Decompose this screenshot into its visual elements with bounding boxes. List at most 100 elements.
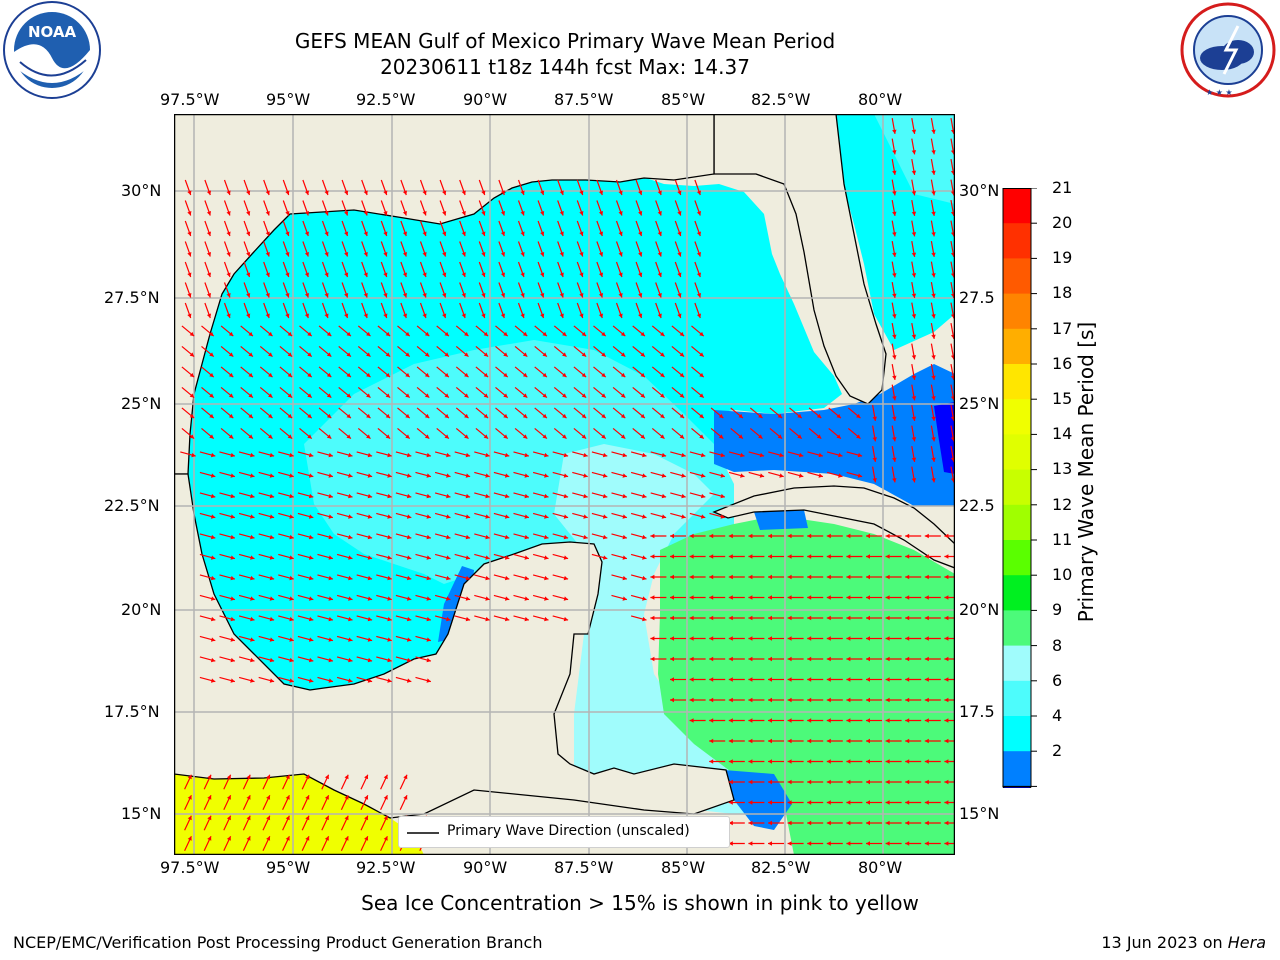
wave-arrow-head bbox=[363, 313, 368, 318]
wave-arrow-head bbox=[911, 457, 917, 462]
wave-arrow-head bbox=[911, 478, 917, 483]
wave-arrow-head bbox=[681, 452, 686, 458]
wave-arrow-head bbox=[308, 637, 314, 642]
wave-arrow-head bbox=[661, 473, 667, 478]
wave-arrow-head bbox=[504, 596, 510, 601]
wave-arrow-head bbox=[892, 375, 897, 380]
wave-arrow-head bbox=[206, 313, 211, 318]
wave-arrow-head bbox=[944, 779, 949, 785]
wave-arrow-head bbox=[681, 473, 686, 478]
wave-arrow-head bbox=[367, 637, 373, 642]
wave-arrow-head bbox=[911, 211, 917, 216]
wave-arrow-head bbox=[544, 514, 549, 519]
wave-arrow-head bbox=[885, 595, 890, 600]
colorbar-segment bbox=[1003, 223, 1031, 259]
wave-arrow-head bbox=[836, 413, 841, 419]
wave-arrow-head bbox=[305, 774, 310, 780]
wave-arrow-head bbox=[787, 554, 792, 559]
wave-arrow-head bbox=[387, 678, 392, 683]
wave-arrow-head bbox=[826, 595, 831, 600]
wave-arrow-head bbox=[699, 331, 704, 337]
wave-arrow-head bbox=[250, 575, 255, 581]
wave-arrow-head bbox=[709, 738, 714, 744]
wave-arrow-head bbox=[807, 656, 812, 662]
wave-arrow-head bbox=[540, 211, 545, 216]
wave-arrow-head bbox=[931, 355, 936, 360]
wave-arrow-head bbox=[210, 473, 216, 478]
wave-arrow-head bbox=[689, 718, 694, 723]
wave-arrow-head bbox=[226, 795, 231, 800]
wave-arrow-head bbox=[709, 533, 714, 539]
wave-arrow-head bbox=[779, 452, 784, 458]
wave-arrow-head bbox=[269, 514, 275, 519]
wave-arrow-head bbox=[866, 595, 870, 600]
wave-arrow-head bbox=[524, 514, 529, 519]
wave-arrow-head bbox=[638, 252, 643, 257]
wave-arrow-head bbox=[304, 313, 309, 318]
colorbar-tick: 15 bbox=[1052, 389, 1073, 408]
wave-arrow-head bbox=[699, 413, 704, 419]
lat-label-right: 20°N bbox=[959, 600, 1000, 619]
wave-arrow-head bbox=[328, 678, 333, 683]
lat-label-right: 22.5 bbox=[959, 496, 995, 515]
lat-label-left: 30°N bbox=[121, 181, 162, 200]
wave-arrow-head bbox=[905, 820, 910, 826]
wave-arrow-head bbox=[885, 533, 890, 539]
wave-arrow-head bbox=[465, 473, 471, 478]
wave-arrow-head bbox=[406, 637, 412, 642]
wave-arrow-head bbox=[348, 452, 353, 458]
wave-arrow-head bbox=[324, 190, 329, 195]
wave-arrow-head bbox=[269, 657, 275, 663]
wave-arrow-head bbox=[816, 434, 822, 439]
wave-arrow-head bbox=[366, 413, 371, 419]
wave-arrow-head bbox=[579, 272, 584, 277]
wave-arrow-head bbox=[892, 150, 897, 155]
wave-arrow-head bbox=[461, 293, 466, 298]
wave-arrow-head bbox=[464, 413, 469, 419]
wave-arrow-head bbox=[670, 554, 674, 559]
wave-arrow-head bbox=[424, 352, 430, 357]
wave-arrow-head bbox=[540, 190, 545, 195]
wave-arrow-head bbox=[191, 452, 196, 458]
wave-arrow-head bbox=[650, 554, 655, 559]
wave-arrow-head bbox=[944, 718, 949, 723]
legend-label: Primary Wave Direction (unscaled) bbox=[447, 823, 690, 839]
wave-arrow-head bbox=[328, 555, 333, 560]
colorbar-graphic bbox=[1002, 187, 1037, 816]
colorbar bbox=[1002, 187, 1038, 816]
wave-arrow-head bbox=[563, 575, 569, 581]
wave-arrow-head bbox=[503, 352, 508, 357]
wave-arrow-head bbox=[465, 514, 471, 519]
wave-arrow-head bbox=[748, 595, 753, 600]
lon-label-bottom: 85°W bbox=[661, 858, 706, 877]
wave-arrow-head bbox=[344, 252, 349, 257]
wave-arrow-head bbox=[210, 514, 216, 519]
wave-arrow-head bbox=[579, 231, 584, 236]
wave-arrow-head bbox=[944, 697, 949, 703]
wave-arrow-head bbox=[622, 555, 627, 560]
wave-arrow-head bbox=[618, 190, 623, 195]
wave-arrow-head bbox=[406, 534, 412, 540]
wave-arrow-head bbox=[944, 615, 949, 621]
wave-arrow-head bbox=[405, 434, 410, 439]
wave-arrow-head bbox=[601, 413, 606, 419]
lat-label-right: 17.5 bbox=[959, 702, 995, 721]
wave-arrow-head bbox=[885, 718, 890, 723]
wave-arrow-head bbox=[307, 413, 312, 419]
wave-arrow-head bbox=[905, 677, 910, 682]
wave-arrow-head bbox=[385, 331, 391, 337]
wave-arrow-head bbox=[748, 820, 753, 826]
wave-arrow-head bbox=[689, 677, 694, 682]
wave-arrow-head bbox=[422, 272, 427, 277]
wave-arrow-head bbox=[228, 413, 234, 419]
wave-arrow-head bbox=[709, 554, 714, 559]
wave-arrow-head bbox=[367, 534, 373, 540]
wave-arrow-head bbox=[720, 473, 725, 478]
wave-arrow-head bbox=[679, 413, 685, 419]
wave-arrow-head bbox=[426, 452, 431, 458]
wave-arrow-head bbox=[485, 616, 490, 622]
wave-arrow-head bbox=[670, 574, 674, 580]
wave-arrow-head bbox=[931, 170, 936, 175]
wave-arrow-head bbox=[189, 352, 195, 357]
wave-arrow-head bbox=[748, 800, 753, 805]
